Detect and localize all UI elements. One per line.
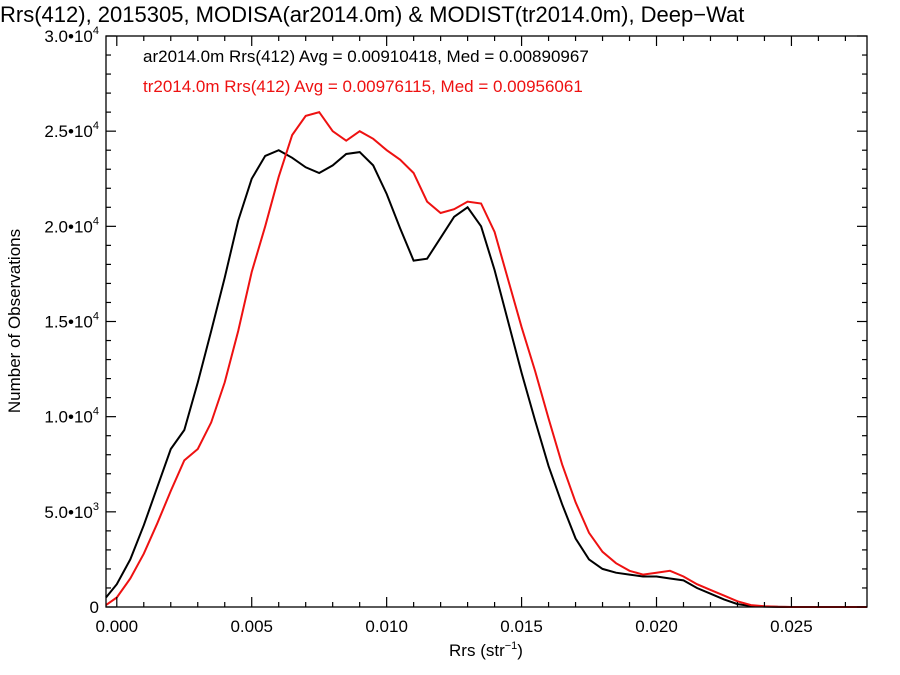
stats-annotation-1: tr2014.0m Rrs(412) Avg = 0.00976115, Med…	[143, 77, 583, 96]
y-tick-label: 0	[90, 598, 99, 617]
x-tick-label: 0.000	[96, 617, 139, 636]
annotation-group: ar2014.0m Rrs(412) Avg = 0.00910418, Med…	[143, 47, 589, 96]
series-layer	[105, 110, 867, 608]
series-1-line	[105, 110, 867, 608]
y-tick-label: 2.0•104	[44, 215, 99, 236]
y-tick-label: 1.5•104	[44, 311, 99, 332]
y-tick-label: 5.0•103	[44, 501, 99, 522]
x-tick-label: 0.025	[770, 617, 813, 636]
y-tick-label: 2.5•104	[44, 120, 99, 141]
stats-annotation-0: ar2014.0m Rrs(412) Avg = 0.00910418, Med…	[143, 47, 589, 66]
y-tick-label: 3.0•104	[44, 25, 99, 46]
series-0-line	[105, 149, 867, 608]
x-tick-label: 0.010	[365, 617, 408, 636]
y-axis: 0 5.0•103 1.0•104 1.5•104 2.0•104 2.5•104 3.0•…	[44, 25, 867, 617]
x-tick-label: 0.005	[230, 617, 273, 636]
x-tick-label: 0.015	[500, 617, 543, 636]
y-axis-label: Number of Observations	[5, 229, 24, 413]
y-tick-label: 1.0•104	[44, 406, 99, 427]
x-tick-label: 0.020	[635, 617, 678, 636]
x-axis: 0.000 0.005 0.010 0.015 0.020 0.025	[96, 36, 847, 636]
chart-title: Rrs(412), 2015305, MODISA(ar2014.0m) & M…	[0, 2, 744, 27]
x-axis-label: Rrs (str−1)	[449, 640, 523, 660]
